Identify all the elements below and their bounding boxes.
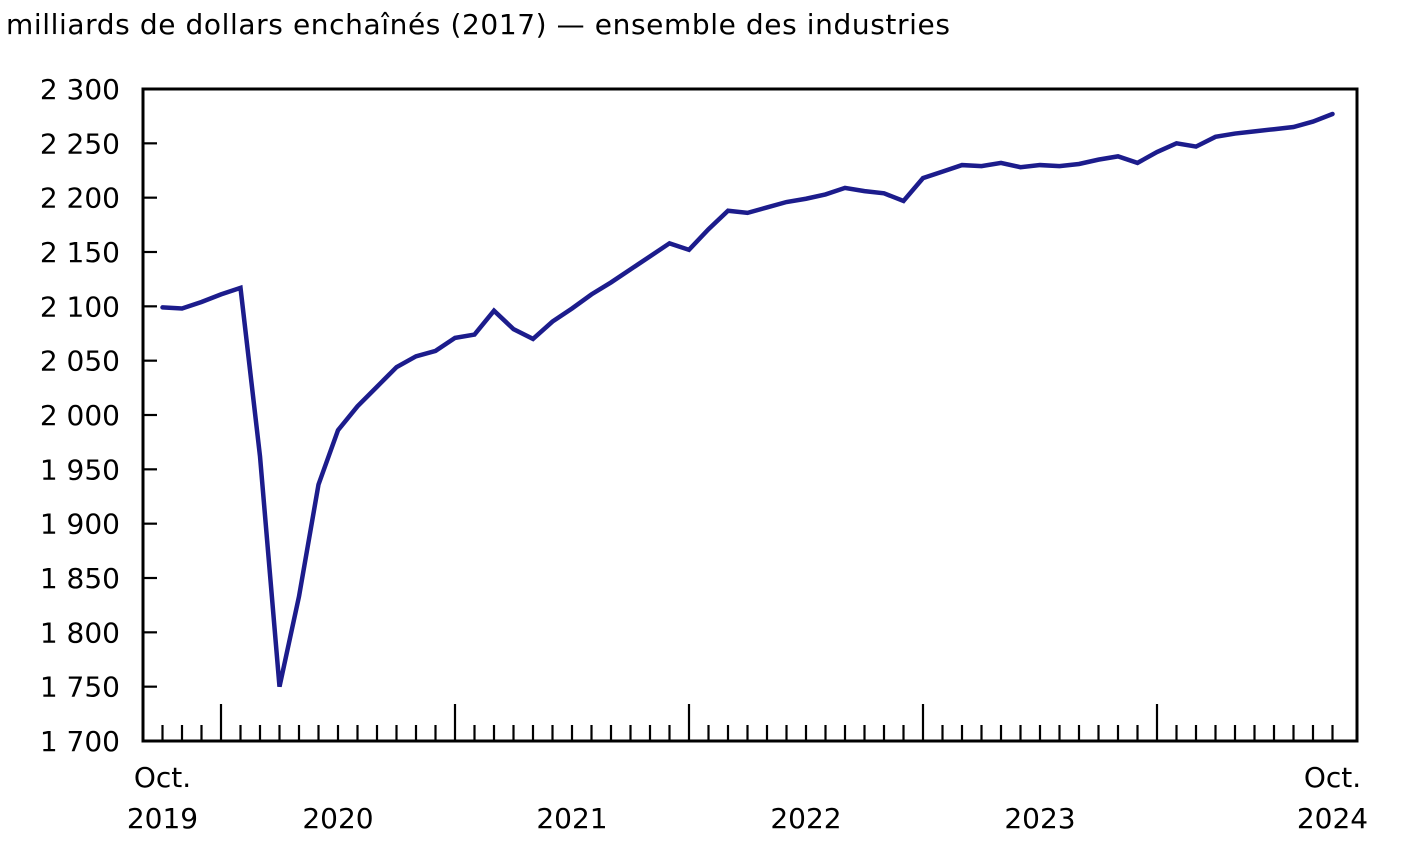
x-axis-label: 2024 <box>1297 802 1368 835</box>
y-tick-label: 1 950 <box>40 453 120 486</box>
x-axis-label: Oct. <box>134 761 191 794</box>
x-axis-label: 2020 <box>302 802 373 835</box>
y-tick-label: 2 050 <box>40 345 120 378</box>
y-tick-label: 2 000 <box>40 399 120 432</box>
x-axis-label: Oct. <box>1304 761 1361 794</box>
y-tick-label: 2 200 <box>40 182 120 215</box>
y-tick-label: 2 300 <box>40 73 120 106</box>
x-axis-label: 2021 <box>536 802 607 835</box>
x-axis-label: 2019 <box>127 802 198 835</box>
y-tick-label: 2 150 <box>40 236 120 269</box>
chart-title: milliards de dollars enchaînés (2017) — … <box>6 8 951 41</box>
y-tick-label: 1 800 <box>40 616 120 649</box>
y-tick-label: 1 900 <box>40 508 120 541</box>
y-tick-label: 1 700 <box>40 725 120 758</box>
plot-frame <box>141 87 1359 743</box>
y-tick-label: 2 100 <box>40 290 120 323</box>
x-axis-label: 2022 <box>770 802 841 835</box>
y-tick-label: 1 750 <box>40 671 120 704</box>
y-tick-label: 2 250 <box>40 127 120 160</box>
gdp-line <box>160 111 1335 688</box>
y-tick-label: 1 850 <box>40 562 120 595</box>
x-axis-label: 2023 <box>1004 802 1075 835</box>
